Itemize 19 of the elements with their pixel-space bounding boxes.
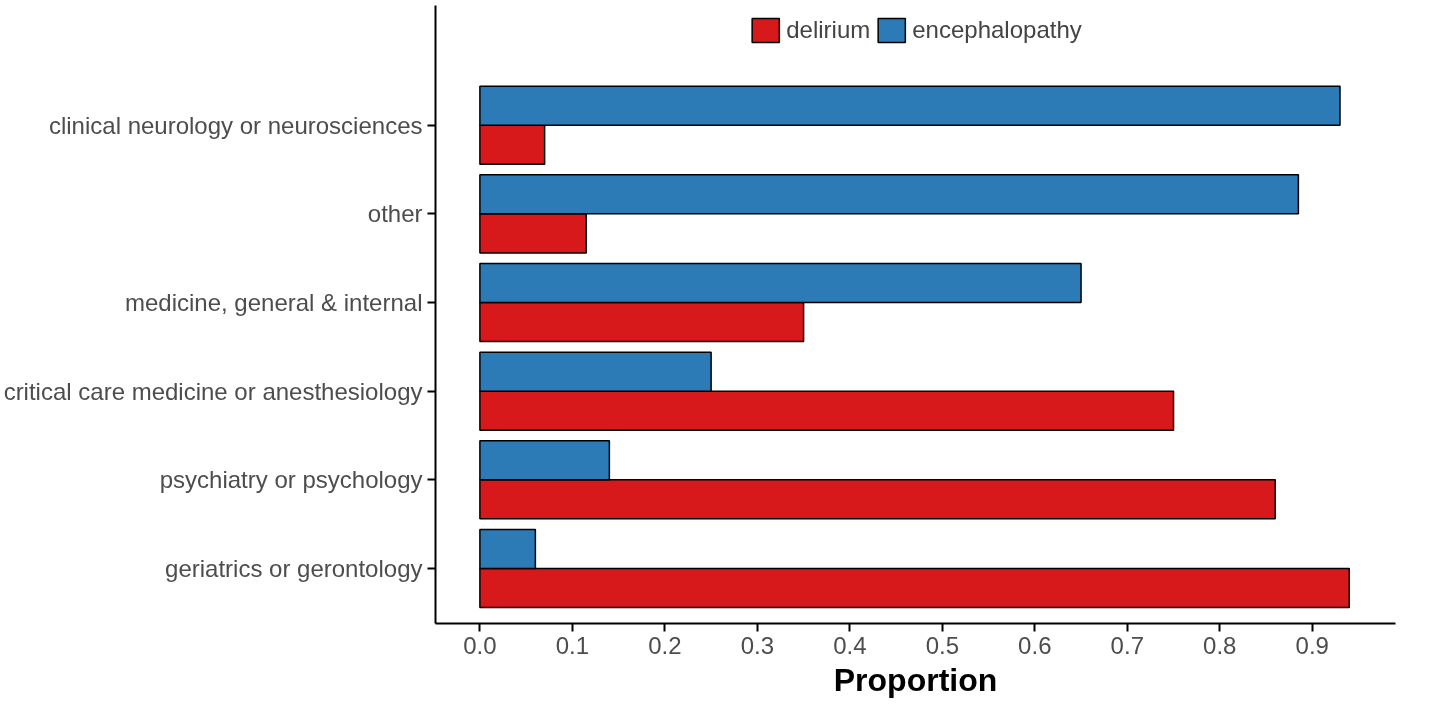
legend-label: encephalopathy xyxy=(912,16,1082,44)
y-tick-label: clinical neurology or neurosciences xyxy=(48,111,423,139)
y-tick-label: medicine, general & internal xyxy=(125,289,423,317)
x-tick-label: 0.5 xyxy=(925,631,960,659)
x-axis-title: Proportion xyxy=(833,661,998,698)
y-tick-label: geriatrics or gerontology xyxy=(165,555,423,583)
y-tick-label: other xyxy=(367,200,423,228)
x-tick-label: 0.0 xyxy=(463,631,497,659)
x-tick-label: 0.8 xyxy=(1203,631,1237,659)
x-tick-label: 0.4 xyxy=(833,631,867,659)
y-tick-label: psychiatry or psychology xyxy=(159,466,423,494)
x-tick-label: 0.7 xyxy=(1110,631,1144,659)
x-tick-label: 0.2 xyxy=(648,631,682,659)
x-tick-label: 0.3 xyxy=(740,631,775,659)
x-tick-label: 0.9 xyxy=(1295,631,1329,659)
legend-label: delirium xyxy=(786,16,871,44)
x-tick-label: 0.1 xyxy=(555,631,590,659)
y-tick-label: critical care medicine or anesthesiology xyxy=(3,377,423,405)
x-tick-label: 0.6 xyxy=(1018,631,1052,659)
